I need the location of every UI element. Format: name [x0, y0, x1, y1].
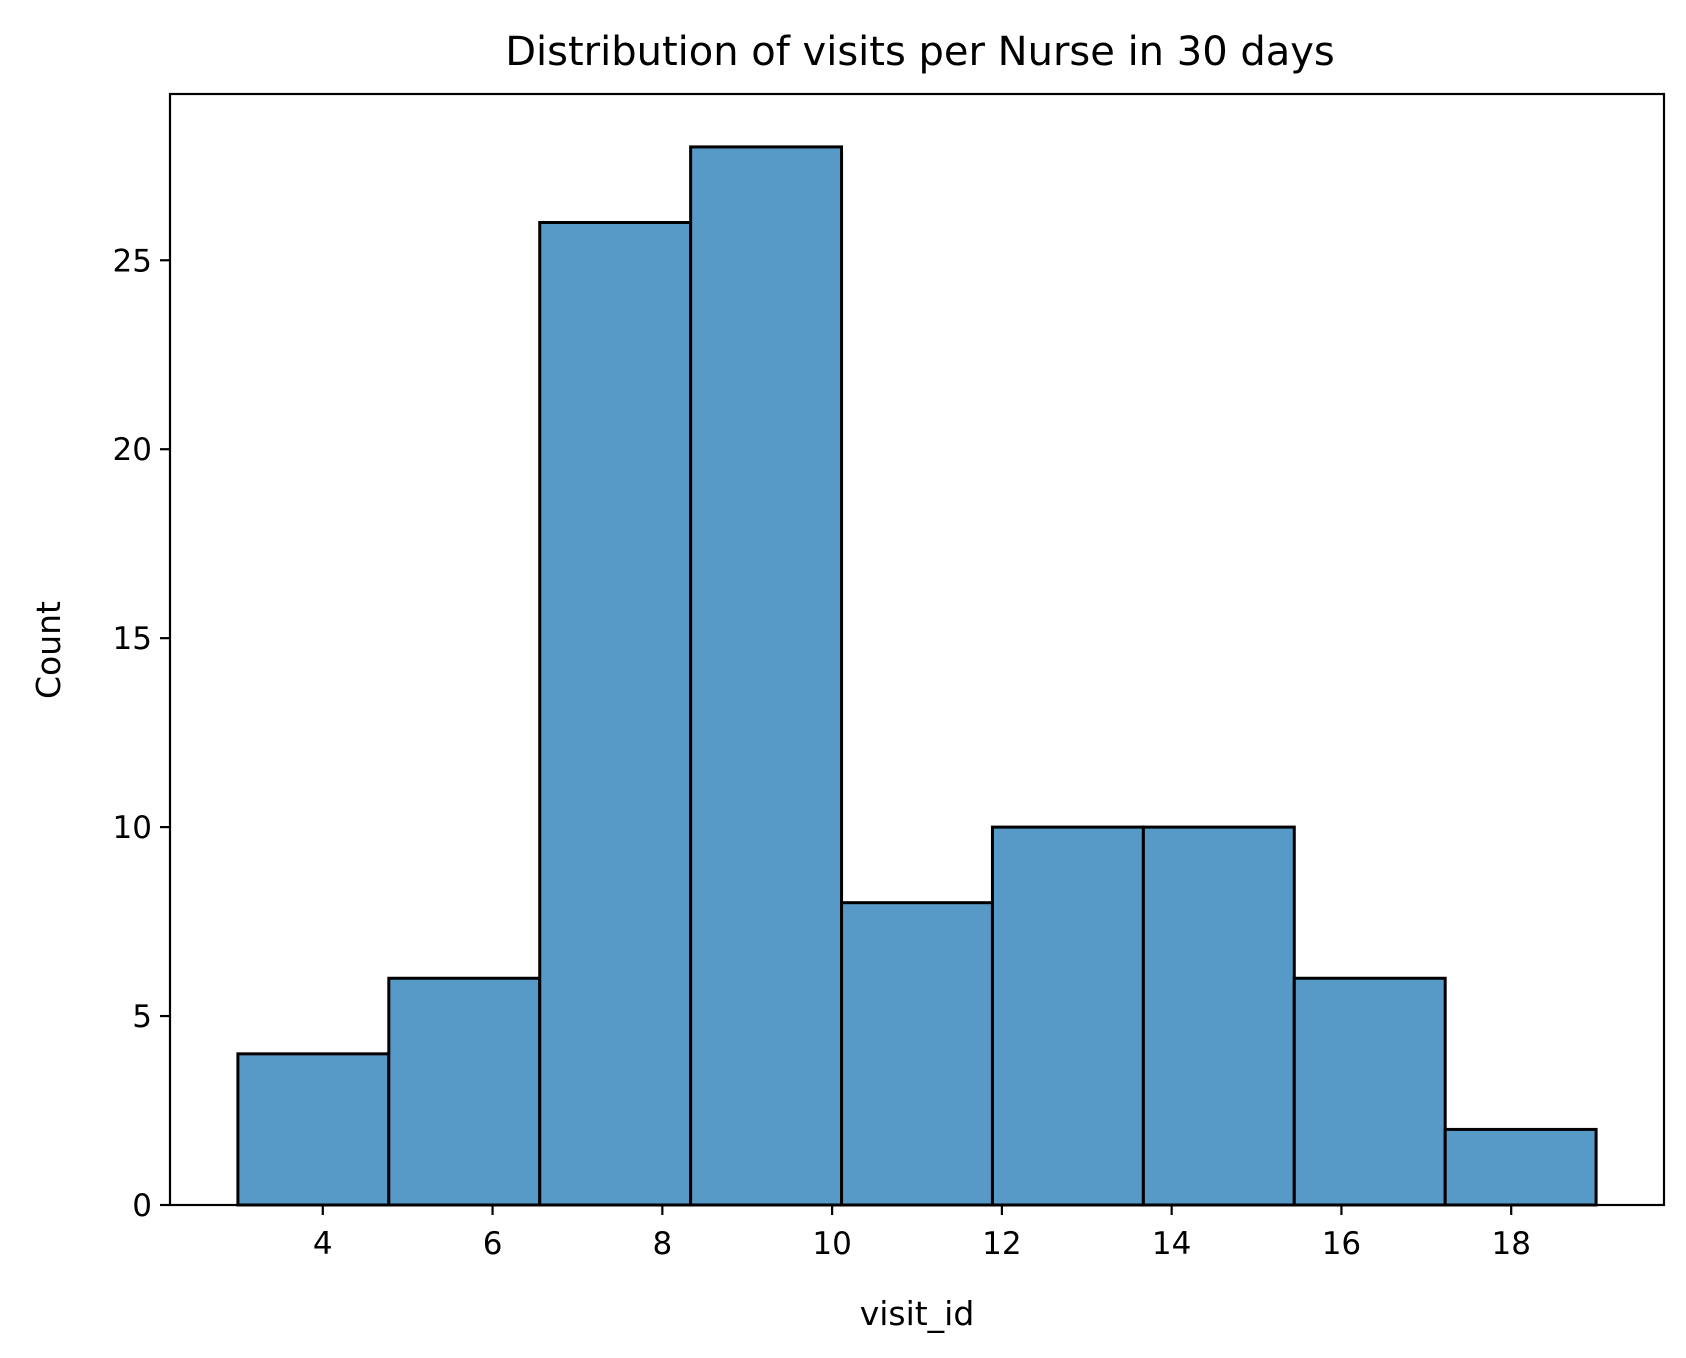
y-tick-label: 15: [113, 621, 152, 657]
x-tick-label: 8: [652, 1226, 672, 1262]
chart-title: Distribution of visits per Nurse in 30 d…: [505, 29, 1335, 75]
histogram-bar: [1292, 976, 1447, 1207]
y-tick-label: 0: [132, 1188, 152, 1224]
x-tick-label: 6: [483, 1226, 503, 1262]
x-axis-label: visit_id: [860, 1294, 975, 1333]
plot-frame: [168, 92, 1666, 1207]
x-tick-label: 4: [313, 1226, 333, 1262]
x-tick-label: 14: [1152, 1226, 1191, 1262]
histogram-bar: [689, 145, 844, 1207]
x-tick-label: 18: [1491, 1226, 1530, 1262]
histogram-bar: [840, 901, 994, 1207]
histogram-bar: [387, 976, 542, 1207]
histogram-bar: [1141, 825, 1296, 1207]
bars-group: [236, 145, 1598, 1207]
x-tick-label: 16: [1322, 1226, 1361, 1262]
histogram-bar: [990, 825, 1145, 1207]
x-tick-label: 12: [982, 1226, 1021, 1262]
y-tick-label: 10: [113, 810, 152, 846]
histogram-bar: [1443, 1127, 1598, 1207]
x-axis-ticks: 4 6 8 10 12 14 16 18: [313, 1205, 1531, 1262]
y-tick-label: 5: [132, 999, 152, 1035]
histogram-bar: [538, 220, 693, 1207]
y-tick-label: 20: [113, 432, 152, 468]
y-axis-ticks: 0 5 10 15 20 25: [113, 243, 170, 1224]
y-tick-label: 25: [113, 243, 152, 279]
x-tick-label: 10: [812, 1226, 851, 1262]
histogram-bar: [236, 1052, 391, 1207]
y-axis-label: Count: [29, 601, 68, 699]
